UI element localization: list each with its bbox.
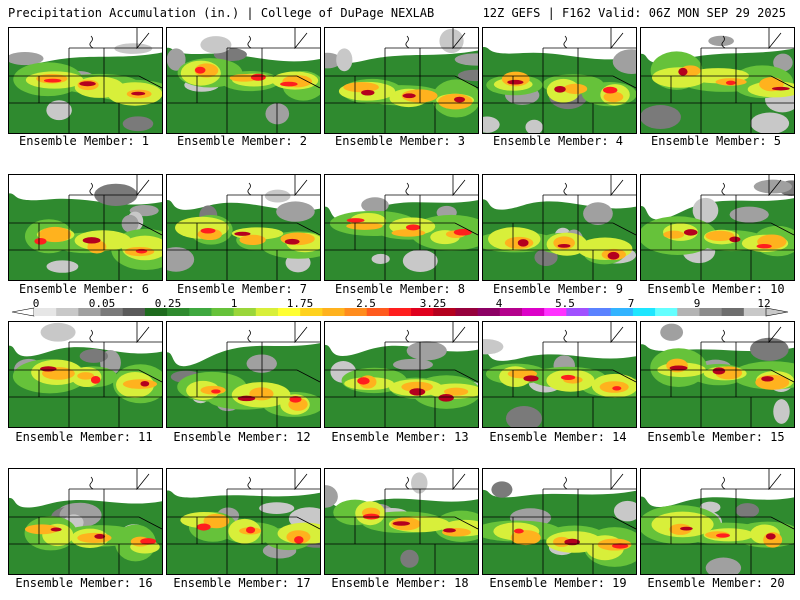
member-caption: Ensemble Member: 11 <box>15 430 153 444</box>
chart-title: Precipitation Accumulation (in.) | Colle… <box>8 6 435 20</box>
member-map-panel <box>324 468 479 575</box>
member-caption: Ensemble Member: 13 <box>331 430 469 444</box>
member-caption: Ensemble Member: 3 <box>334 134 466 148</box>
colorbar-swatch <box>588 308 612 316</box>
member-caption: Ensemble Member: 10 <box>647 282 785 296</box>
member-map-panel <box>640 468 795 575</box>
member-caption: Ensemble Member: 19 <box>489 576 627 590</box>
colorbar-swatch <box>522 308 545 316</box>
member-map-panel <box>166 321 321 428</box>
member-caption: Ensemble Member: 18 <box>331 576 469 590</box>
member-caption: Ensemble Member: 4 <box>492 134 624 148</box>
model-valid-time: 12Z GEFS | F162 Valid: 06Z MON SEP 29 20… <box>482 6 786 20</box>
colorbar-swatch <box>56 308 79 316</box>
colorbar-swatch <box>322 308 346 316</box>
colorbar-swatch <box>144 308 168 316</box>
member-map-panel <box>324 174 479 281</box>
member-caption: Ensemble Member: 1 <box>18 134 150 148</box>
colorbar-swatch <box>499 308 523 316</box>
colorbar-swatch <box>743 308 767 316</box>
colorbar-swatch <box>455 308 479 316</box>
colorbar-swatch <box>34 308 57 316</box>
colorbar-tick-label: 1 <box>230 297 238 310</box>
member-caption: Ensemble Member: 16 <box>15 576 153 590</box>
member-caption: Ensemble Member: 2 <box>176 134 308 148</box>
colorbar-right-arrow <box>765 307 789 317</box>
member-map-panel <box>8 468 163 575</box>
colorbar-swatch <box>189 308 212 316</box>
colorbar-swatch <box>78 308 102 316</box>
colorbar-tick-label: 0.25 <box>154 297 182 310</box>
member-caption: Ensemble Member: 17 <box>173 576 311 590</box>
colorbar-tick-label: 1.75 <box>286 297 314 310</box>
colorbar-swatch <box>278 308 301 316</box>
member-map-panel <box>324 27 479 134</box>
member-caption: Ensemble Member: 5 <box>650 134 782 148</box>
member-caption: Ensemble Member: 8 <box>334 282 466 296</box>
colorbar-swatch <box>411 308 434 316</box>
colorbar-swatch <box>433 308 456 316</box>
member-map-panel <box>8 321 163 428</box>
color-legend-bar <box>11 307 789 317</box>
member-map-panel <box>640 27 795 134</box>
colorbar-left-arrow <box>11 307 35 317</box>
colorbar-tick-label: 9 <box>693 297 701 310</box>
colorbar-tick-label: 12 <box>757 297 771 310</box>
member-map-panel <box>640 174 795 281</box>
member-map-panel <box>166 174 321 281</box>
member-map-panel <box>166 468 321 575</box>
colorbar-swatch <box>655 308 678 316</box>
colorbar-swatch <box>699 308 723 316</box>
member-caption: Ensemble Member: 9 <box>492 282 624 296</box>
member-caption: Ensemble Member: 14 <box>489 430 627 444</box>
colorbar-swatch <box>100 308 124 316</box>
colorbar-swatch <box>211 308 235 316</box>
member-map-panel <box>640 321 795 428</box>
colorbar-tick-label: 2.5 <box>356 297 376 310</box>
member-map-panel <box>324 321 479 428</box>
colorbar-swatch <box>477 308 501 316</box>
colorbar-swatch <box>388 308 412 316</box>
colorbar-tick-label: 0 <box>32 297 40 310</box>
member-map-panel <box>482 27 637 134</box>
colorbar-swatch <box>566 308 590 316</box>
colorbar-swatch <box>122 308 146 316</box>
colorbar-swatch <box>721 308 745 316</box>
member-map-panel <box>166 27 321 134</box>
colorbar-tick-label: 7 <box>627 297 635 310</box>
colorbar-tick-label: 3.25 <box>419 297 447 310</box>
colorbar-tick-label: 5.5 <box>555 297 575 310</box>
colorbar-swatch <box>610 308 634 316</box>
member-map-panel <box>8 27 163 134</box>
colorbar-swatch <box>632 308 656 316</box>
colorbar-tick-label: 0.05 <box>88 297 116 310</box>
member-caption: Ensemble Member: 12 <box>173 430 311 444</box>
member-caption: Ensemble Member: 15 <box>647 430 785 444</box>
colorbar-swatch <box>233 308 257 316</box>
member-map-panel <box>482 321 637 428</box>
member-caption: Ensemble Member: 6 <box>18 282 150 296</box>
member-map-panel <box>482 174 637 281</box>
member-caption: Ensemble Member: 7 <box>176 282 308 296</box>
colorbar-swatch <box>366 308 390 316</box>
member-map-panel <box>8 174 163 281</box>
member-map-panel <box>482 468 637 575</box>
colorbar-swatch <box>677 308 700 316</box>
member-caption: Ensemble Member: 20 <box>647 576 785 590</box>
colorbar-swatch <box>255 308 279 316</box>
colorbar-swatch <box>167 308 190 316</box>
colorbar-swatch <box>300 308 323 316</box>
colorbar-swatch <box>344 308 368 316</box>
colorbar-tick-label: 4 <box>495 297 503 310</box>
colorbar-swatch <box>544 308 567 316</box>
